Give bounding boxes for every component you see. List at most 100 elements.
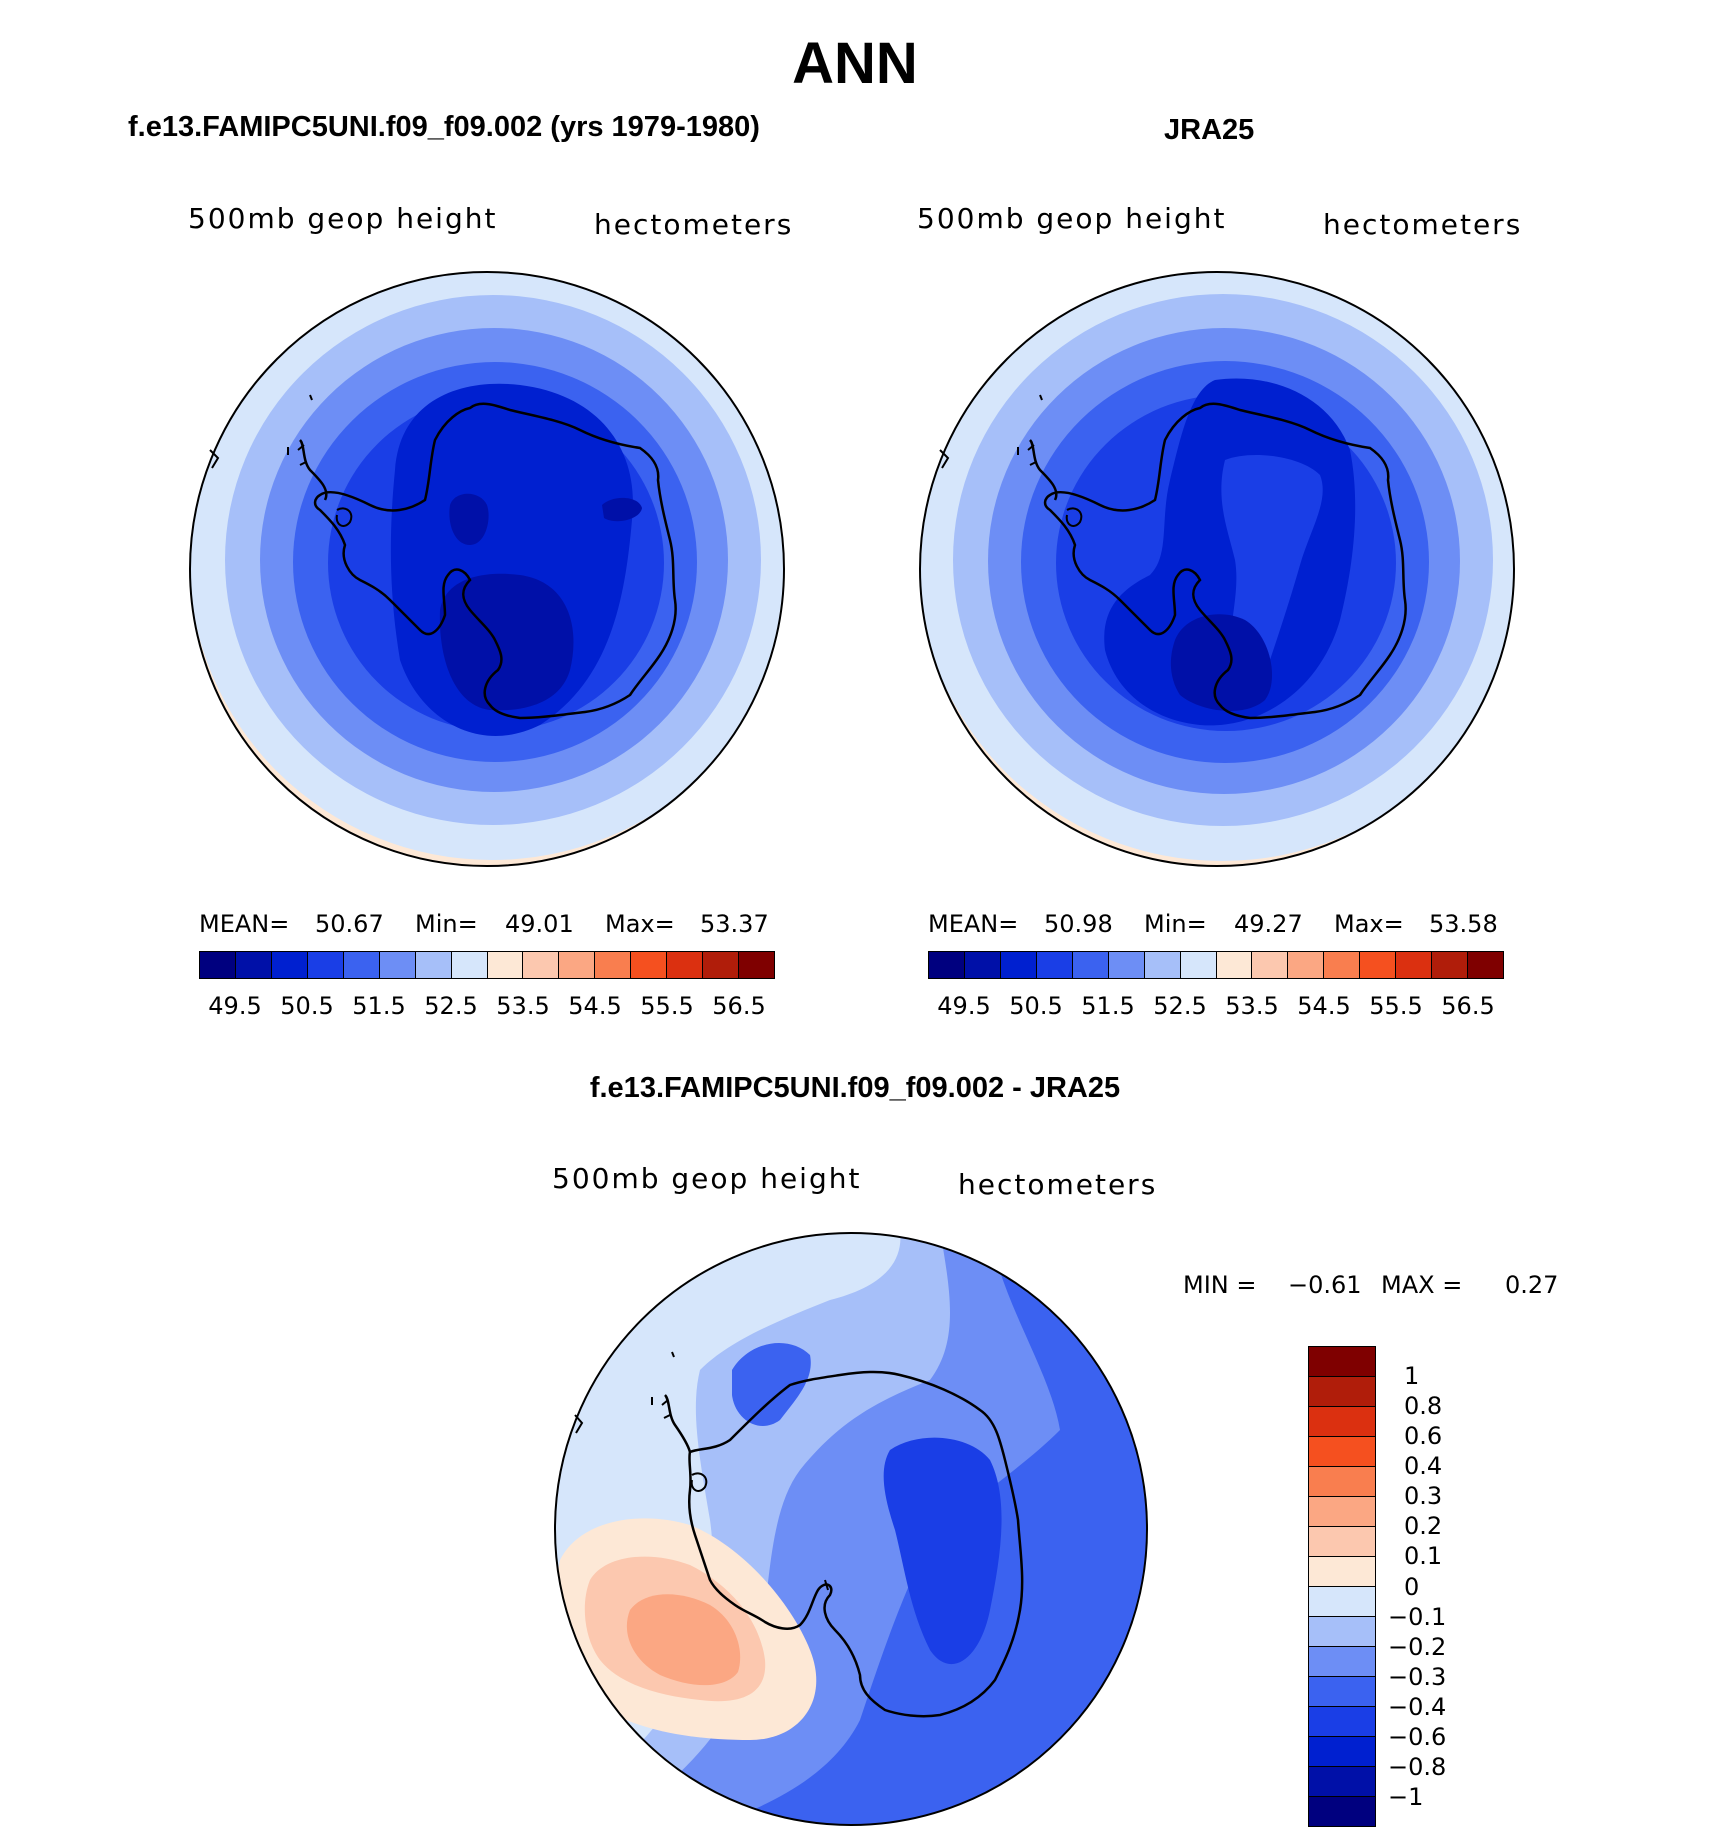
colorbar-tick-label: 49.5: [937, 992, 991, 1020]
colorbar-tick-label: 55.5: [1369, 992, 1423, 1020]
colorbar-swatch: [1309, 1497, 1375, 1527]
colorbar-swatch: [1396, 952, 1433, 978]
panel3-contours: [555, 1233, 1147, 1825]
colorbar-tick-label: −0.6: [1388, 1722, 1447, 1751]
colorbar-swatch: [1309, 1347, 1375, 1377]
colorbar-tick-label: 53.5: [496, 992, 550, 1020]
colorbar-swatch: [379, 952, 416, 978]
colorbar-tick-label: −0.1: [1388, 1602, 1447, 1631]
panel2-max: 53.58: [1429, 910, 1498, 938]
colorbar-swatch: [1309, 1767, 1375, 1797]
colorbar-swatch: [964, 952, 1001, 978]
colorbar-tick-label: 51.5: [352, 992, 406, 1020]
colorbar-tick-label: 52.5: [424, 992, 478, 1020]
colorbar-swatch: [1309, 1617, 1375, 1647]
colorbar-swatch: [487, 952, 524, 978]
figure-title: ANN: [792, 31, 918, 96]
colorbar-swatch: [1288, 952, 1325, 978]
panel2-units: hectometers: [1323, 208, 1523, 241]
colorbar-swatch: [415, 952, 452, 978]
colorbar-swatch: [1309, 1467, 1375, 1497]
colorbar-tick-label: 53.5: [1225, 992, 1279, 1020]
colorbar-swatch: [1360, 952, 1397, 978]
panel3-variable: 500mb geop height: [552, 1162, 862, 1195]
colorbar-tick-label: 49.5: [208, 992, 262, 1020]
panel2-title: JRA25: [1164, 114, 1255, 146]
panel2-min: 49.27: [1234, 910, 1303, 938]
colorbar-swatch: [1072, 952, 1109, 978]
panel3-title: f.e13.FAMIPC5UNI.f09_f09.002 - JRA25: [589, 1072, 1121, 1104]
colorbar-tick-label: 0.1: [1404, 1542, 1443, 1571]
panel2-mean-label: MEAN=: [928, 910, 1019, 938]
colorbar-swatch: [1468, 952, 1503, 978]
colorbar-tick-label: 0.2: [1404, 1512, 1443, 1541]
panel1-min: 49.01: [505, 910, 574, 938]
panel1-colorbar: [199, 951, 775, 979]
colorbar-swatch: [1309, 1437, 1375, 1467]
panel3-min: −0.61: [1288, 1271, 1362, 1299]
colorbar-tick-label: 0.8: [1404, 1392, 1443, 1421]
panel2-colorbar: [928, 951, 1504, 979]
colorbar-swatch: [1216, 952, 1253, 978]
colorbar-swatch: [1000, 952, 1037, 978]
panel3-colorbar-ticks: 1 0.8 0.6 0.4 0.3 0.2 0.1 0 −0.1 −0.2 −0.3 −0.4 −0.6…: [1388, 1346, 1488, 1827]
colorbar-swatch: [1252, 952, 1289, 978]
panel1-mean: 50.67: [315, 910, 384, 938]
colorbar-swatch: [1309, 1587, 1375, 1617]
colorbar-tick-label: 0.6: [1404, 1422, 1443, 1451]
colorbar-tick-label: 0: [1404, 1572, 1420, 1601]
colorbar-swatch: [1309, 1707, 1375, 1737]
colorbar-tick-label: 54.5: [1297, 992, 1351, 1020]
colorbar-swatch: [235, 952, 272, 978]
panel1-mean-label: MEAN=: [199, 910, 290, 938]
colorbar-swatch: [1309, 1677, 1375, 1707]
panel2-min-label: Min=: [1144, 910, 1207, 938]
colorbar-swatch: [1180, 952, 1217, 978]
panel3-max: 0.27: [1505, 1271, 1559, 1299]
panel1-variable: 500mb geop height: [188, 202, 498, 235]
colorbar-swatch: [703, 952, 740, 978]
colorbar-tick-label: −0.4: [1388, 1692, 1447, 1721]
colorbar-swatch: [1309, 1407, 1375, 1437]
colorbar-swatch: [1309, 1557, 1375, 1587]
colorbar-swatch: [1309, 1527, 1375, 1557]
colorbar-swatch: [1432, 952, 1469, 978]
colorbar-swatch: [595, 952, 632, 978]
panel1-colorbar-ticks: 49.5 50.5 51.5 52.5 53.5 54.5 55.5 56.5: [199, 992, 775, 1022]
panel3-units: hectometers: [958, 1168, 1158, 1201]
colorbar-tick-label: 56.5: [712, 992, 766, 1020]
colorbar-swatch: [1309, 1377, 1375, 1407]
panel1-max: 53.37: [700, 910, 769, 938]
panel1-contours: [190, 272, 784, 866]
colorbar-swatch: [200, 952, 236, 978]
panel1-units: hectometers: [594, 208, 794, 241]
colorbar-swatch: [1309, 1647, 1375, 1677]
colorbar-swatch: [1324, 952, 1361, 978]
colorbar-tick-label: 51.5: [1081, 992, 1135, 1020]
colorbar-swatch: [307, 952, 344, 978]
panel2-variable: 500mb geop height: [917, 202, 1227, 235]
panel2-mean: 50.98: [1044, 910, 1113, 938]
panel2-colorbar-ticks: 49.5 50.5 51.5 52.5 53.5 54.5 55.5 56.5: [928, 992, 1504, 1022]
colorbar-tick-label: 0.4: [1404, 1452, 1443, 1481]
colorbar-swatch: [1144, 952, 1181, 978]
colorbar-swatch: [1036, 952, 1073, 978]
colorbar-tick-label: 50.5: [280, 992, 334, 1020]
panel3-min-label: MIN =: [1183, 1271, 1257, 1299]
colorbar-tick-label: 0.3: [1404, 1482, 1443, 1511]
colorbar-swatch: [523, 952, 560, 978]
panel3-colorbar: [1308, 1346, 1376, 1827]
panel1-min-label: Min=: [415, 910, 478, 938]
colorbar-swatch: [343, 952, 380, 978]
colorbar-swatch: [631, 952, 668, 978]
panel3-max-label: MAX =: [1381, 1271, 1463, 1299]
colorbar-swatch: [667, 952, 704, 978]
colorbar-tick-label: 55.5: [640, 992, 694, 1020]
colorbar-swatch: [1108, 952, 1145, 978]
colorbar-tick-label: −0.8: [1388, 1752, 1447, 1781]
colorbar-tick-label: 50.5: [1009, 992, 1063, 1020]
colorbar-tick-label: −1: [1388, 1782, 1424, 1811]
panel1-max-label: Max=: [605, 910, 675, 938]
